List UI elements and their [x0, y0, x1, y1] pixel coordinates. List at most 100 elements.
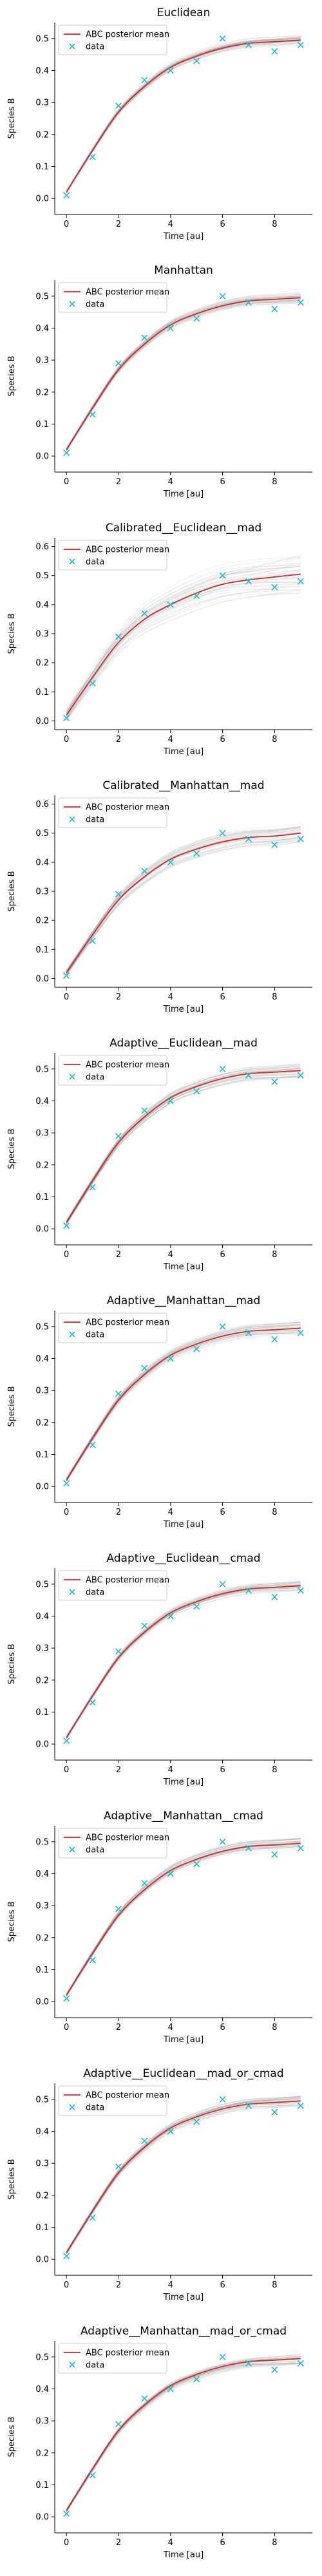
y-tick-label: 0.0 [35, 974, 49, 984]
sample-line [66, 582, 301, 718]
data-point [297, 1072, 304, 1079]
sample-line [66, 1329, 301, 1481]
y-tick-label: 0.3 [35, 356, 49, 366]
y-tick-label: 0.1 [35, 2481, 49, 2490]
data-point [271, 1078, 278, 1085]
data-point [219, 1323, 226, 1330]
sample-line [66, 842, 301, 976]
sample-line [66, 293, 301, 449]
sample-line [66, 1846, 301, 1996]
sample-line [66, 826, 301, 971]
sample-line [66, 2354, 301, 2510]
y-tick-label: 0.1 [35, 1708, 49, 1718]
data-point [115, 891, 122, 898]
sample-line [66, 1072, 301, 1224]
y-axis-label: Species B [7, 1901, 17, 1942]
sample-line [66, 565, 301, 714]
y-tick-label: 0.3 [35, 2159, 49, 2169]
data-point [141, 77, 148, 84]
data-point [193, 315, 200, 322]
sample-line [66, 1580, 301, 1737]
x-tick-label: 8 [272, 2023, 277, 2032]
sample-line [66, 1331, 301, 1482]
y-tick-label: 0.3 [35, 2417, 49, 2427]
legend-box [58, 1570, 167, 1601]
data-point [89, 1184, 96, 1191]
sample-line [66, 1845, 301, 1996]
y-axis-label: Species B [7, 1643, 17, 1684]
sample-line [66, 1322, 301, 1479]
x-tick-label: 0 [64, 735, 69, 744]
sample-line [66, 585, 301, 719]
sample-line [66, 838, 301, 975]
legend-box [58, 1055, 167, 1086]
sample-line [66, 569, 301, 714]
sample-line [66, 1580, 301, 1737]
y-tick-label: 0.6 [35, 800, 49, 810]
posterior-mean-line [66, 1842, 301, 1996]
data-point [63, 1738, 70, 1745]
chart-panel: Calibrated__Euclidean__mad 0 2 4 6 8 0.0 0.1 0.2… [7, 522, 312, 757]
sample-line [66, 44, 301, 194]
sample-line [66, 836, 301, 974]
data-point [167, 2385, 174, 2392]
data-point [219, 2096, 226, 2103]
data-point [297, 41, 304, 48]
sample-line [66, 1589, 301, 1739]
legend: ABC posterior mean data [58, 1828, 169, 1859]
y-tick-label: 0.4 [35, 1354, 49, 1364]
sample-line [66, 2103, 301, 2254]
data-point [297, 835, 304, 842]
sample-line [66, 823, 301, 971]
x-tick-label: 2 [116, 992, 121, 1002]
data-point [193, 2376, 200, 2383]
sample-line [66, 1063, 301, 1221]
x-tick-label: 2 [116, 1508, 121, 1517]
y-tick-label: 0.5 [35, 292, 49, 301]
legend-data-label: data [86, 2361, 104, 2371]
y-tick-label: 0.1 [35, 1450, 49, 1460]
data-point [297, 1329, 304, 1336]
posterior-mean-line [66, 1070, 301, 1223]
chart-panel: Adaptive__Euclidean__cmad 0 2 4 6 8 0.0 0.1 0.2 0… [7, 1552, 312, 1787]
data-point [193, 592, 200, 600]
x-tick-label: 2 [116, 220, 121, 229]
y-tick-label: 0.0 [35, 1225, 49, 1235]
sample-line [66, 839, 301, 975]
sample-line [66, 40, 301, 193]
y-tick-label: 0.2 [35, 388, 49, 397]
y-tick-label: 0.0 [35, 717, 49, 726]
sample-line [66, 1839, 301, 1994]
data-point [89, 1699, 96, 1706]
x-tick-label: 4 [168, 1508, 173, 1517]
x-tick-label: 8 [272, 1508, 277, 1517]
sample-line [66, 294, 301, 450]
chart-panel: Manhattan 0 2 4 6 8 0.0 0.1 0.2 0.3 0.4 0.5 Time [au… [7, 264, 312, 499]
posterior-mean-line [66, 832, 301, 973]
sample-line [66, 829, 301, 972]
sample-line [66, 842, 301, 976]
sample-line [66, 44, 301, 194]
sample-line [66, 2098, 301, 2253]
legend-mean-label: ABC posterior mean [86, 2349, 169, 2358]
sample-line [66, 2100, 301, 2253]
legend-data-swatch [69, 43, 75, 50]
sample-line [66, 826, 301, 972]
sample-line [66, 1072, 301, 1224]
data-point [167, 2128, 174, 2135]
sample-line [66, 2106, 301, 2255]
sample-line [66, 1837, 301, 1994]
sample-line [66, 1075, 301, 1224]
sample-line [66, 838, 301, 975]
sample-line [66, 2105, 301, 2255]
legend-mean-label: ABC posterior mean [86, 2091, 169, 2101]
data-point [141, 867, 148, 875]
legend-data-swatch [69, 1074, 75, 1080]
sample-line [66, 1333, 301, 1482]
data-point [193, 1088, 200, 1095]
sample-line [66, 1324, 301, 1479]
sample-line [66, 1322, 301, 1479]
legend-box [58, 2085, 167, 2116]
y-tick-label: 0.4 [35, 1612, 49, 1622]
